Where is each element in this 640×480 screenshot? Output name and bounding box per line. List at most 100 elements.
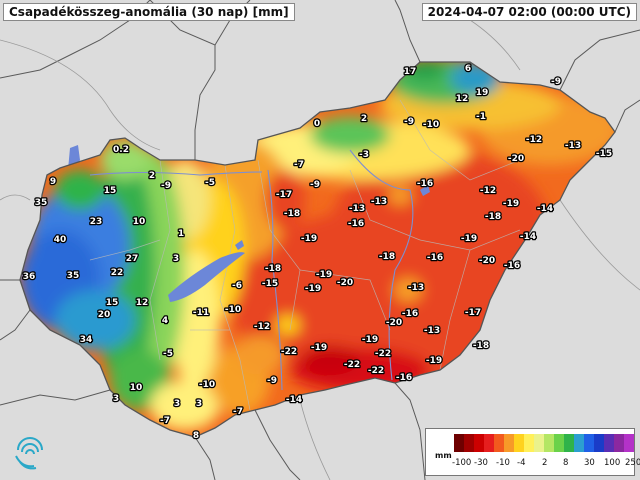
anomaly-value-label: -1 xyxy=(476,112,486,122)
legend-tick-label: -4 xyxy=(517,458,526,468)
anomaly-value-label: -9 xyxy=(310,180,320,190)
anomaly-value-label: -20 xyxy=(337,278,353,288)
legend-swatch xyxy=(454,434,464,452)
legend-swatch xyxy=(504,434,514,452)
anomaly-value-label: -15 xyxy=(596,149,612,159)
anomaly-value-label: -5 xyxy=(163,349,173,359)
anomaly-value-label: -19 xyxy=(316,270,332,280)
anomaly-value-label: 0 xyxy=(314,119,320,129)
anomaly-value-label: -16 xyxy=(504,261,520,271)
anomaly-value-label: -12 xyxy=(254,322,270,332)
legend-unit: mm xyxy=(435,451,452,460)
rivers-outside xyxy=(0,19,640,480)
anomaly-value-label: 19 xyxy=(476,88,489,98)
legend-swatch xyxy=(574,434,584,452)
anomaly-value-label: -13 xyxy=(565,141,581,151)
legend-tick-label: 2 xyxy=(542,458,548,468)
legend-tick-label: 30 xyxy=(584,458,595,468)
anomaly-value-label: 35 xyxy=(35,198,48,208)
anomaly-value-label: 17 xyxy=(404,67,417,77)
anomaly-value-label: -10 xyxy=(225,305,241,315)
anomaly-value-label: 10 xyxy=(130,383,143,393)
anomaly-value-label: 40 xyxy=(54,235,67,245)
anomaly-value-label: -16 xyxy=(402,309,418,319)
anomaly-value-label: 12 xyxy=(456,94,469,104)
anomaly-value-label: 0.2 xyxy=(113,145,129,155)
legend-swatch xyxy=(464,434,474,452)
anomaly-value-label: -19 xyxy=(311,343,327,353)
legend-swatch xyxy=(594,434,604,452)
legend-swatch xyxy=(524,434,534,452)
anomaly-value-label: -13 xyxy=(349,204,365,214)
legend-swatch xyxy=(474,434,484,452)
anomaly-value-label: 2 xyxy=(149,171,155,181)
anomaly-value-label: -22 xyxy=(344,360,360,370)
legend-colorbar xyxy=(454,434,634,452)
anomaly-value-label: -12 xyxy=(480,186,496,196)
anomaly-value-label: 23 xyxy=(90,217,103,227)
anomaly-value-label: -18 xyxy=(473,341,489,351)
legend-ticks: -100 -30 -10 -4 2 8 30 100 250 xyxy=(448,458,640,470)
anomaly-value-label: -9 xyxy=(404,117,414,127)
anomaly-value-label: -13 xyxy=(424,326,440,336)
legend-swatch xyxy=(534,434,544,452)
anomaly-value-label: -19 xyxy=(362,335,378,345)
anomaly-value-label: -13 xyxy=(408,283,424,293)
anomaly-value-label: 1 xyxy=(178,229,184,239)
anomaly-value-label: 12 xyxy=(136,298,149,308)
anomaly-value-label: -19 xyxy=(301,234,317,244)
anomaly-value-label: -19 xyxy=(426,356,442,366)
anomaly-value-label: -22 xyxy=(375,349,391,359)
anomaly-value-label: -6 xyxy=(232,281,242,291)
anomaly-value-label: 2 xyxy=(361,114,367,124)
legend-tick-label: -10 xyxy=(496,458,510,468)
anomaly-value-label: -7 xyxy=(233,407,243,417)
anomaly-value-label: 3 xyxy=(174,399,180,409)
anomaly-value-label: -14 xyxy=(520,232,536,242)
anomaly-value-label: -16 xyxy=(348,219,364,229)
anomaly-value-label: -18 xyxy=(485,212,501,222)
anomaly-value-label: -14 xyxy=(286,395,302,405)
legend-swatch xyxy=(604,434,614,452)
legend-swatch xyxy=(514,434,524,452)
anomaly-value-label: 9 xyxy=(50,177,56,187)
legend-tick-label: 100 xyxy=(604,458,621,468)
anomaly-value-label: -19 xyxy=(461,234,477,244)
anomaly-value-label: -19 xyxy=(503,199,519,209)
anomaly-value-label: 15 xyxy=(106,298,119,308)
anomaly-value-label: 8 xyxy=(193,431,199,441)
anomaly-value-label: -22 xyxy=(281,347,297,357)
anomaly-value-label: -18 xyxy=(284,209,300,219)
anomaly-value-label: 27 xyxy=(126,254,139,264)
anomaly-value-label: -12 xyxy=(526,135,542,145)
anomaly-value-label: -16 xyxy=(427,253,443,263)
map-title: Csapadékösszeg-anomália (30 nap) [mm] xyxy=(3,3,295,21)
legend-swatch xyxy=(584,434,594,452)
lake-balaton xyxy=(168,252,245,302)
anomaly-value-label: -20 xyxy=(386,318,402,328)
anomaly-value-label: 3 xyxy=(113,394,119,404)
anomaly-value-label: 35 xyxy=(67,271,80,281)
legend-swatch xyxy=(554,434,564,452)
anomaly-value-label: -18 xyxy=(265,264,281,274)
legend-swatch xyxy=(544,434,554,452)
anomaly-value-label: -10 xyxy=(199,380,215,390)
anomaly-value-label: -22 xyxy=(368,366,384,376)
anomaly-value-label: -15 xyxy=(262,279,278,289)
anomaly-value-label: 22 xyxy=(111,268,124,278)
anomaly-value-label: 15 xyxy=(104,186,117,196)
anomaly-value-label: -9 xyxy=(267,376,277,386)
anomaly-value-label: 3 xyxy=(196,399,202,409)
anomaly-value-label: 6 xyxy=(465,64,471,74)
legend-tick-label: -30 xyxy=(474,458,488,468)
anomaly-value-label: -18 xyxy=(379,252,395,262)
anomaly-value-label: -16 xyxy=(417,179,433,189)
anomaly-value-label: -5 xyxy=(205,178,215,188)
anomaly-value-label: -10 xyxy=(423,120,439,130)
legend-swatch xyxy=(614,434,624,452)
legend-swatch xyxy=(484,434,494,452)
anomaly-value-label: -14 xyxy=(537,204,553,214)
legend: mm -100 -30 -10 -4 2 8 30 100 250 xyxy=(425,428,640,476)
